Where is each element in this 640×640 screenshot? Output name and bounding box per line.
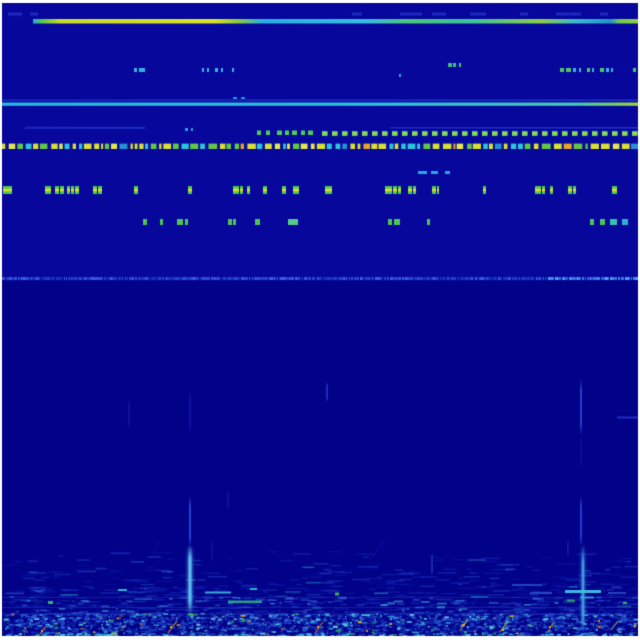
spectrogram-figure xyxy=(0,0,640,640)
spectrogram-heatmap-canvas xyxy=(0,0,640,640)
